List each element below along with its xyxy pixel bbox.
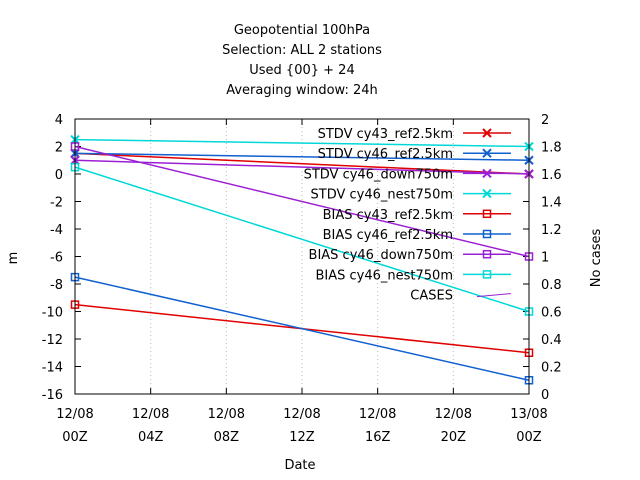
y-tick-label: -8 <box>50 278 63 293</box>
chart-title-line: Averaging window: 24h <box>226 83 378 98</box>
legend-label: STDV cy46_down750m <box>304 167 453 182</box>
x-tick-label: 12/08 <box>56 407 93 422</box>
legend-marker <box>482 148 492 158</box>
chart-title-line: Used {00} + 24 <box>249 63 354 78</box>
y2-tick-label: 2 <box>541 113 549 128</box>
legend-label: STDV cy43_ref2.5km <box>318 127 453 142</box>
y-tick-label: -14 <box>42 361 63 376</box>
x-tick-label: 12/08 <box>132 407 169 422</box>
y-tick-label: -12 <box>42 333 63 348</box>
y-tick-label: -10 <box>42 306 63 321</box>
chart-title-line: Geopotential 100hPa <box>234 23 370 38</box>
legend-line <box>476 293 512 298</box>
chart-title-line: Selection: ALL 2 stations <box>222 43 382 58</box>
x-tick-label-time: 16Z <box>365 430 391 445</box>
x-tick-label-time: 08Z <box>214 430 240 445</box>
legend-marker <box>482 128 492 138</box>
legend-label: CASES <box>410 289 453 304</box>
series-line <box>74 276 530 381</box>
legend-label: STDV cy46_ref2.5km <box>318 147 453 162</box>
y2-tick-label: 0.4 <box>541 333 562 348</box>
y2-tick-label: 1.2 <box>541 223 562 238</box>
x-axis-label: Date <box>284 458 315 473</box>
series-line <box>74 152 530 161</box>
legend-label: BIAS cy46_down750m <box>309 248 453 263</box>
y-tick-label: 4 <box>55 113 63 128</box>
x-tick-label: 12/08 <box>283 407 320 422</box>
series-line <box>74 159 530 175</box>
legend-marker <box>482 229 492 239</box>
y2-tick-label: 0.6 <box>541 306 562 321</box>
x-tick-label-time: 20Z <box>441 430 467 445</box>
y-tick-label: -2 <box>50 196 63 211</box>
y2-tick-label: 0.2 <box>541 361 562 376</box>
y2-tick-label: 1.6 <box>541 168 562 183</box>
x-tick-label-time: 12Z <box>289 430 315 445</box>
y2-axis: 2 1.8 1.6 1.4 1.2 1 0.8 0.6 0.4 0.2 0 <box>523 113 562 403</box>
series-line <box>74 152 530 175</box>
series-line <box>74 138 530 148</box>
legend-label: BIAS cy43_ref2.5km <box>323 208 453 223</box>
y-axis: 4 2 0 -2 -4 -6 -8 -10 -12 -14 -16 <box>42 113 81 403</box>
y-tick-label: 0 <box>55 168 63 183</box>
series-line <box>74 145 530 258</box>
legend-marker <box>482 270 492 279</box>
x-tick-label-time: 04Z <box>138 430 164 445</box>
chart-title: Geopotential 100hPa Selection: ALL 2 stat… <box>222 23 382 98</box>
legend-label: STDV cy46_nest750m <box>311 188 453 203</box>
x-tick-label: 12/08 <box>435 407 472 422</box>
y-tick-label: -4 <box>50 223 63 238</box>
series-line <box>74 166 530 313</box>
legend-label: BIAS cy46_ref2.5km <box>323 228 453 243</box>
legend-marker <box>482 168 492 179</box>
y-tick-label: -16 <box>42 388 63 403</box>
legend-marker <box>482 209 492 219</box>
y2-tick-label: 0.8 <box>541 278 562 293</box>
x-axis: 12/08 00Z 12/08 04Z 12/08 08Z 12/08 12Z 12/08 16Z… <box>56 119 548 445</box>
y2-tick-label: 1.4 <box>541 196 562 211</box>
x-tick-label: 13/08 <box>510 407 547 422</box>
x-tick-label: 12/08 <box>359 407 396 422</box>
legend-label: BIAS cy46_nest750m <box>316 268 454 283</box>
y-axis-label: m <box>6 252 21 265</box>
plot-frame <box>74 118 530 395</box>
legend-marker <box>482 188 492 199</box>
y2-tick-label: 1.8 <box>541 141 562 156</box>
x-tick-label-time: 00Z <box>62 430 88 445</box>
legend-marker <box>482 249 492 259</box>
y2-tick-label: 0 <box>541 388 549 403</box>
legend: STDV cy43_ref2.5km STDV cy46_ref2.5km STDV… <box>304 127 512 304</box>
x-tick-label-time: 00Z <box>516 430 542 445</box>
y-tick-label: -6 <box>50 251 63 266</box>
y2-axis-label: No cases <box>589 229 604 288</box>
y-tick-label: 2 <box>55 141 63 156</box>
y2-tick-label: 1 <box>541 251 549 266</box>
x-tick-label: 12/08 <box>208 407 245 422</box>
